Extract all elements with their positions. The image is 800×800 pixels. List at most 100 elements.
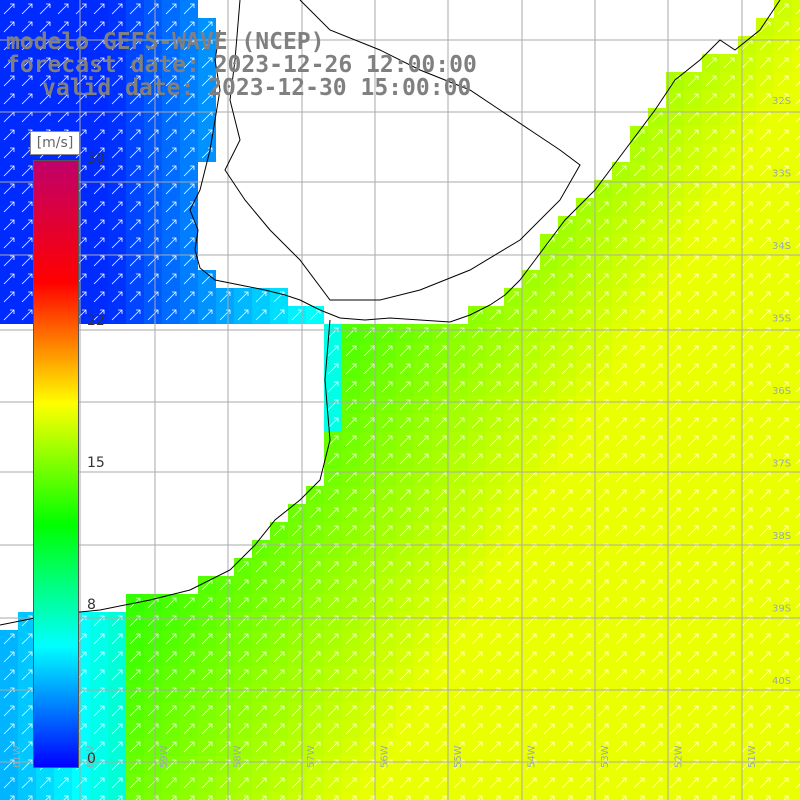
wind-arrow xyxy=(381,741,393,753)
wind-arrow xyxy=(345,741,357,753)
wind-arrow xyxy=(777,183,789,195)
wind-cell xyxy=(792,108,800,126)
wind-arrow xyxy=(99,795,105,800)
wind-arrow xyxy=(435,417,447,429)
wind-arrow xyxy=(669,435,681,447)
wind-arrow xyxy=(165,75,177,87)
wind-arrow xyxy=(795,603,800,609)
wind-arrow xyxy=(327,597,339,609)
wind-arrow xyxy=(111,651,123,663)
wind-arrow xyxy=(615,579,627,591)
wind-cell xyxy=(792,54,800,72)
wind-arrow xyxy=(615,309,627,321)
wind-arrow xyxy=(165,777,177,789)
wind-arrow xyxy=(687,435,699,447)
wind-arrow xyxy=(597,741,609,753)
wind-arrow xyxy=(21,309,33,321)
wind-arrow xyxy=(597,489,609,501)
wind-arrow xyxy=(669,561,681,573)
wind-arrow xyxy=(129,291,141,303)
wind-arrow xyxy=(597,183,609,195)
wind-arrow xyxy=(471,705,483,717)
wind-arrow xyxy=(561,453,573,465)
wind-arrow xyxy=(21,75,33,87)
wind-arrow xyxy=(345,363,357,375)
wind-cell xyxy=(792,558,800,576)
wind-arrow xyxy=(615,561,627,573)
wind-arrow xyxy=(363,741,375,753)
wind-arrow xyxy=(3,741,15,753)
longitude-label: 54W xyxy=(527,745,538,768)
wind-arrow xyxy=(639,795,645,800)
wind-arrow xyxy=(417,543,429,555)
wind-arrow xyxy=(795,279,800,285)
wind-arrow xyxy=(543,309,555,321)
wind-arrow xyxy=(21,777,33,789)
wind-arrow xyxy=(795,495,800,501)
wind-arrow xyxy=(723,201,735,213)
wind-arrow xyxy=(471,669,483,681)
wind-arrow xyxy=(345,723,357,735)
wind-arrow xyxy=(543,273,555,285)
wind-arrow xyxy=(615,381,627,393)
wind-arrow xyxy=(633,237,645,249)
wind-arrow xyxy=(183,237,195,249)
wind-cell xyxy=(792,324,800,342)
wind-arrow xyxy=(129,705,141,717)
wind-arrow xyxy=(21,165,33,177)
wind-arrow xyxy=(543,489,555,501)
wind-arrow xyxy=(687,273,699,285)
wind-arrow xyxy=(741,705,753,717)
wind-arrow xyxy=(543,633,555,645)
wind-arrow xyxy=(363,633,375,645)
wind-arrow xyxy=(21,651,33,663)
wind-arrow xyxy=(705,669,717,681)
wind-arrow xyxy=(129,183,141,195)
wind-arrow xyxy=(705,75,717,87)
latitude-label: 34S xyxy=(772,241,791,252)
wind-arrow xyxy=(507,777,519,789)
wind-arrow xyxy=(687,705,699,717)
wind-arrow xyxy=(765,795,771,800)
wind-arrow xyxy=(21,705,33,717)
wind-arrow xyxy=(435,723,447,735)
wind-arrow xyxy=(399,651,411,663)
wind-arrow xyxy=(3,255,15,267)
wind-arrow xyxy=(363,453,375,465)
wind-arrow xyxy=(525,723,537,735)
wind-arrow xyxy=(651,723,663,735)
wind-arrow xyxy=(471,525,483,537)
wind-cell xyxy=(792,468,800,486)
wind-arrow xyxy=(561,381,573,393)
wind-arrow xyxy=(795,549,800,555)
wind-arrow xyxy=(435,633,447,645)
wind-arrow xyxy=(579,561,591,573)
wind-arrow xyxy=(327,543,339,555)
wind-arrow xyxy=(525,363,537,375)
wind-arrow xyxy=(309,561,321,573)
wind-arrow xyxy=(93,651,105,663)
wind-arrow xyxy=(39,777,51,789)
wind-arrow xyxy=(795,567,800,573)
wind-arrow xyxy=(93,93,105,105)
wind-arrow xyxy=(255,543,267,555)
wind-arrow xyxy=(651,453,663,465)
wind-arrow xyxy=(705,129,717,141)
wind-arrow xyxy=(345,651,357,663)
wind-arrow xyxy=(633,381,645,393)
wind-arrow xyxy=(705,741,717,753)
wind-arrow xyxy=(273,741,285,753)
wind-arrow xyxy=(687,363,699,375)
wind-arrow xyxy=(3,3,15,15)
wind-arrow xyxy=(615,597,627,609)
wind-cell xyxy=(432,792,450,800)
wind-arrow xyxy=(579,309,591,321)
wind-arrow xyxy=(165,21,177,33)
wind-arrow xyxy=(345,381,357,393)
wind-arrow xyxy=(399,705,411,717)
wind-arrow xyxy=(363,435,375,447)
wind-arrow xyxy=(795,369,800,375)
wind-arrow xyxy=(651,777,663,789)
wind-cell xyxy=(648,792,666,800)
wind-arrow xyxy=(453,543,465,555)
